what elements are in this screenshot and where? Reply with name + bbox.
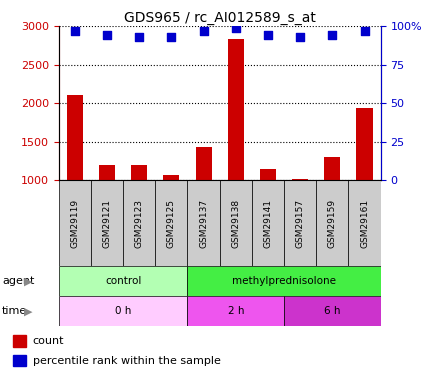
Bar — [187, 296, 283, 326]
Bar — [283, 296, 380, 326]
Bar — [187, 180, 219, 266]
Text: GSM29137: GSM29137 — [199, 199, 207, 248]
Bar — [316, 180, 348, 266]
Bar — [219, 180, 251, 266]
Text: GSM29123: GSM29123 — [135, 199, 143, 248]
Point — [200, 28, 207, 34]
Point — [168, 34, 174, 40]
Text: GSM29141: GSM29141 — [263, 199, 272, 248]
Bar — [59, 266, 187, 296]
Text: 6 h: 6 h — [323, 306, 340, 316]
Bar — [13, 355, 26, 366]
Title: GDS965 / rc_AI012589_s_at: GDS965 / rc_AI012589_s_at — [123, 11, 315, 25]
Bar — [67, 96, 82, 180]
Text: GSM29157: GSM29157 — [295, 199, 304, 248]
Point — [296, 34, 303, 40]
Bar — [227, 39, 243, 180]
Bar — [348, 180, 380, 266]
Bar — [59, 296, 187, 326]
Bar — [324, 157, 339, 180]
Text: percentile rank within the sample: percentile rank within the sample — [33, 356, 220, 366]
Text: count: count — [33, 336, 64, 346]
Bar — [163, 176, 179, 180]
Bar — [251, 180, 283, 266]
Point — [135, 34, 142, 40]
Bar — [260, 169, 275, 180]
Point — [264, 33, 271, 39]
Bar — [123, 180, 155, 266]
Bar — [99, 165, 115, 180]
Bar — [356, 108, 372, 180]
Bar — [13, 335, 26, 346]
Bar — [292, 179, 308, 180]
Text: ▶: ▶ — [24, 276, 33, 286]
Bar — [195, 147, 211, 180]
Point — [328, 33, 335, 39]
Text: time: time — [2, 306, 27, 316]
Text: 0 h: 0 h — [115, 306, 131, 316]
Text: GSM29161: GSM29161 — [359, 199, 368, 248]
Bar — [187, 266, 380, 296]
Text: 2 h: 2 h — [227, 306, 243, 316]
Text: ▶: ▶ — [24, 306, 33, 316]
Text: methylprednisolone: methylprednisolone — [231, 276, 335, 286]
Bar — [283, 180, 316, 266]
Text: agent: agent — [2, 276, 34, 286]
Text: GSM29119: GSM29119 — [70, 199, 79, 248]
Text: GSM29125: GSM29125 — [167, 199, 175, 248]
Point — [103, 33, 110, 39]
Point — [71, 28, 78, 34]
Text: GSM29121: GSM29121 — [102, 199, 111, 248]
Bar — [155, 180, 187, 266]
Point — [232, 25, 239, 31]
Text: GSM29159: GSM29159 — [327, 199, 336, 248]
Bar — [59, 180, 91, 266]
Text: control: control — [105, 276, 141, 286]
Bar — [131, 165, 147, 180]
Bar — [91, 180, 123, 266]
Point — [360, 28, 367, 34]
Text: GSM29138: GSM29138 — [231, 199, 240, 248]
